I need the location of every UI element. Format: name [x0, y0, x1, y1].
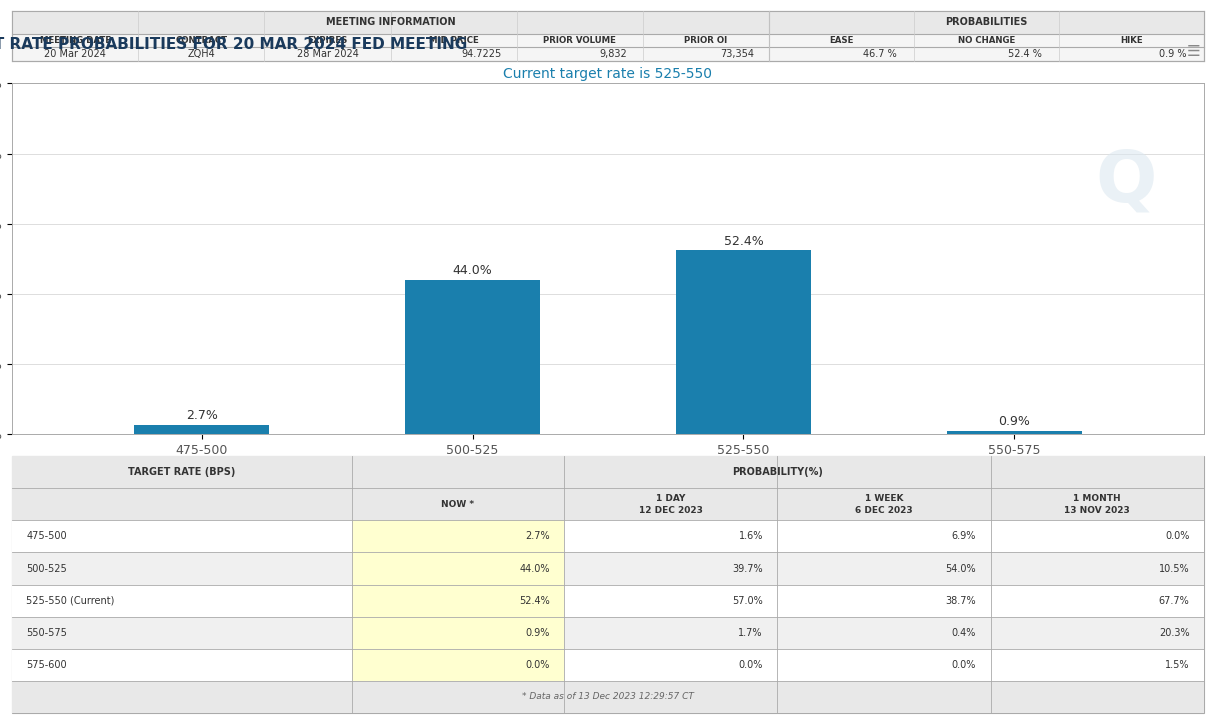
- Text: 475-500: 475-500: [27, 531, 67, 541]
- Bar: [564, 521, 777, 552]
- Text: TARGET RATE (BPS): TARGET RATE (BPS): [128, 467, 236, 477]
- Text: 0.9%: 0.9%: [525, 628, 550, 638]
- Bar: [12, 11, 1204, 34]
- Text: 525-550 (Current): 525-550 (Current): [27, 595, 114, 606]
- Bar: [564, 649, 777, 680]
- Text: NO CHANGE: NO CHANGE: [958, 36, 1015, 45]
- Text: 0.0%: 0.0%: [952, 660, 976, 670]
- Text: PROBABILITY(%): PROBABILITY(%): [732, 467, 823, 477]
- Text: 0.0%: 0.0%: [525, 660, 550, 670]
- Text: PRIOR VOLUME: PRIOR VOLUME: [544, 36, 617, 45]
- Text: ☰: ☰: [1187, 44, 1200, 59]
- Text: 500-525: 500-525: [27, 564, 67, 574]
- Text: 67.7%: 67.7%: [1159, 595, 1189, 606]
- Bar: [777, 649, 991, 680]
- Bar: [991, 552, 1204, 585]
- Bar: [991, 649, 1204, 680]
- Text: 0.9 %: 0.9 %: [1159, 50, 1187, 59]
- Text: 0.4%: 0.4%: [952, 628, 976, 638]
- Text: 39.7%: 39.7%: [732, 564, 762, 574]
- Bar: [564, 585, 777, 616]
- Text: 52.4 %: 52.4 %: [1008, 50, 1041, 59]
- Text: NOW *: NOW *: [441, 500, 474, 509]
- Bar: [12, 456, 1204, 488]
- Text: 54.0%: 54.0%: [946, 564, 976, 574]
- Text: 38.7%: 38.7%: [946, 595, 976, 606]
- Bar: [991, 585, 1204, 616]
- Text: TARGET RATE PROBABILITIES FOR 20 MAR 2024 FED MEETING: TARGET RATE PROBABILITIES FOR 20 MAR 202…: [0, 37, 467, 52]
- Text: HIKE: HIKE: [1120, 36, 1143, 45]
- Text: 28 Mar 2024: 28 Mar 2024: [297, 50, 359, 59]
- Bar: [405, 280, 540, 434]
- Bar: [777, 521, 991, 552]
- Text: 2.7%: 2.7%: [525, 531, 550, 541]
- Text: 1.5%: 1.5%: [1165, 660, 1189, 670]
- Text: EASE: EASE: [829, 36, 854, 45]
- Text: 44.0%: 44.0%: [452, 264, 492, 277]
- Text: 57.0%: 57.0%: [732, 595, 762, 606]
- Bar: [12, 552, 351, 585]
- Bar: [12, 585, 351, 616]
- Text: Q: Q: [1096, 147, 1158, 216]
- Bar: [991, 521, 1204, 552]
- Bar: [991, 616, 1204, 649]
- Bar: [777, 585, 991, 616]
- Bar: [564, 616, 777, 649]
- Text: EXPIRES: EXPIRES: [308, 36, 348, 45]
- Title: Current target rate is 525-550: Current target rate is 525-550: [503, 67, 713, 81]
- Bar: [351, 585, 564, 616]
- Bar: [564, 552, 777, 585]
- Text: PRIOR OI: PRIOR OI: [685, 36, 727, 45]
- Text: PROBABILITIES: PROBABILITIES: [945, 17, 1028, 27]
- Text: 52.4%: 52.4%: [519, 595, 550, 606]
- Text: 2.7%: 2.7%: [186, 409, 218, 422]
- Text: 575-600: 575-600: [27, 660, 67, 670]
- Text: ZQH4: ZQH4: [187, 50, 215, 59]
- Text: 52.4%: 52.4%: [724, 235, 764, 248]
- Text: 1.7%: 1.7%: [738, 628, 762, 638]
- Bar: [351, 649, 564, 680]
- Text: 1.6%: 1.6%: [738, 531, 762, 541]
- Text: 9,832: 9,832: [599, 50, 627, 59]
- Text: 20 Mar 2024: 20 Mar 2024: [44, 50, 106, 59]
- Bar: [351, 552, 564, 585]
- Text: 20.3%: 20.3%: [1159, 628, 1189, 638]
- Text: * Data as of 13 Dec 2023 12:29:57 CT: * Data as of 13 Dec 2023 12:29:57 CT: [522, 692, 694, 701]
- Bar: [777, 552, 991, 585]
- Bar: [12, 680, 1204, 713]
- Bar: [12, 649, 351, 680]
- Bar: [676, 251, 811, 434]
- Text: 46.7 %: 46.7 %: [862, 50, 896, 59]
- Bar: [12, 616, 351, 649]
- Bar: [12, 488, 1204, 521]
- Bar: [946, 431, 1082, 434]
- Bar: [351, 521, 564, 552]
- Text: 94.7225: 94.7225: [461, 50, 501, 59]
- Bar: [777, 616, 991, 649]
- Bar: [351, 616, 564, 649]
- Text: CONTRACT: CONTRACT: [175, 36, 227, 45]
- Text: 0.0%: 0.0%: [1165, 531, 1189, 541]
- X-axis label: Target Rate (in bps): Target Rate (in bps): [546, 463, 670, 476]
- Text: 44.0%: 44.0%: [519, 564, 550, 574]
- Text: 0.0%: 0.0%: [738, 660, 762, 670]
- Text: 550-575: 550-575: [27, 628, 67, 638]
- Text: MID PRICE: MID PRICE: [429, 36, 478, 45]
- Bar: [12, 521, 351, 552]
- Text: 1 DAY
12 DEC 2023: 1 DAY 12 DEC 2023: [638, 494, 703, 515]
- Text: MEETING INFORMATION: MEETING INFORMATION: [326, 17, 455, 27]
- Text: 10.5%: 10.5%: [1159, 564, 1189, 574]
- Text: 73,354: 73,354: [720, 50, 754, 59]
- Text: 6.9%: 6.9%: [952, 531, 976, 541]
- Text: 1 WEEK
6 DEC 2023: 1 WEEK 6 DEC 2023: [855, 494, 913, 515]
- Text: MEETING DATE: MEETING DATE: [40, 36, 111, 45]
- Text: 1 MONTH
13 NOV 2023: 1 MONTH 13 NOV 2023: [1064, 494, 1130, 515]
- Text: 0.9%: 0.9%: [998, 415, 1030, 428]
- Bar: [134, 425, 270, 434]
